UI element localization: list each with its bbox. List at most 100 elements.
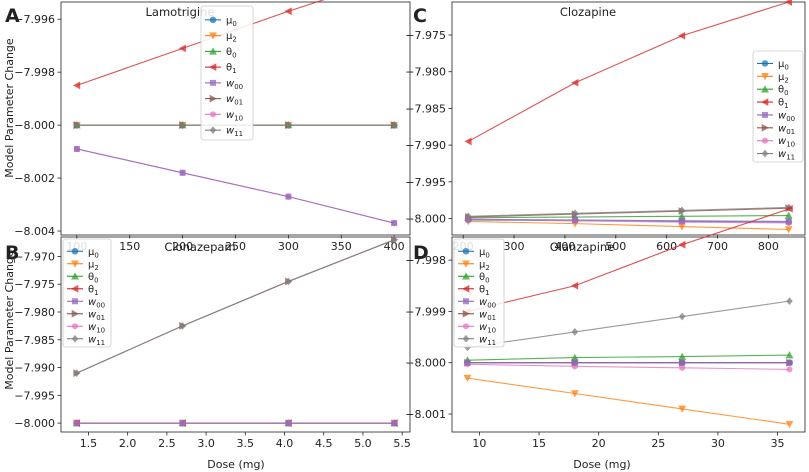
legend-entry-label: w10 [226,110,243,123]
data-point [572,216,579,223]
x-tick-label: 400 [554,240,575,253]
x-tick-label: 700 [707,240,728,253]
y-tick-label: −7.985 [405,102,446,115]
data-point [391,420,398,427]
data-point [570,281,579,290]
y-tick-label: −7.996 [14,13,55,26]
x-tick-label: 350 [331,240,352,253]
legend-entry-label: θ1 [88,284,99,297]
legend-marker [761,149,769,158]
legend-marker [209,94,217,103]
x-tick-label: 600 [656,240,677,253]
data-point [179,420,186,427]
x-tick-label: 35 [771,437,785,450]
legend-marker [462,334,470,343]
legend-marker [761,85,769,93]
y-tick-label: −8.000 [405,357,446,370]
legend-marker [210,79,216,86]
y-tick-label: −7.970 [14,250,55,263]
legend-marker [209,16,217,24]
x-tick-label: 25 [651,437,665,450]
series-θ1 [464,0,793,146]
data-point [678,405,687,413]
series-line [468,220,789,231]
legend-marker [462,247,470,255]
x-tick-label: 5.5 [393,437,411,450]
legend-entry-label: θ0 [88,272,99,285]
data-point [571,359,578,366]
x-tick-label: 200 [172,240,193,253]
series-line [468,207,789,218]
series-w11 [73,235,398,378]
x-tick-label: 150 [119,240,140,253]
data-point [785,204,793,213]
data-point [571,328,579,336]
x-axis-label-right: Dose (mg) [573,458,630,471]
series-w00 [464,359,793,366]
x-axis-label-left: Dose (mg) [207,458,264,471]
y-tick-label: −7.980 [405,66,446,79]
legend-marker [762,111,768,118]
panel-b: −8.000 −7.995 −7.990 −7.985 −7.980 −7.975 −7.9… [5,235,411,450]
data-point [678,240,686,249]
legend-entry-label: θ1 [479,284,490,297]
legend-entry-label: μ2 [778,72,789,85]
legend-entry-label: w10 [479,322,496,335]
legend-marker [761,98,769,106]
series-μ2 [463,374,794,429]
plot-frame [451,1,806,236]
series-line [76,239,395,374]
legend-entry-label: w11 [479,334,496,347]
panel-title: Clonazepam [164,240,235,254]
legend-entry-label: μ2 [226,31,237,44]
y-axis-label-bottom: Model Parameter Change [3,250,16,390]
series-line [468,218,789,222]
panel-letter: A [5,5,20,27]
series-w10 [464,360,793,373]
data-point [391,220,398,227]
data-point [179,321,186,330]
panel-letter: B [5,242,19,264]
data-point [784,211,793,219]
series-θ0 [463,351,794,364]
data-point [571,209,579,218]
x-tick-label: 250 [225,240,246,253]
legend-marker [71,247,79,255]
series-line [468,206,789,217]
data-point [73,420,80,427]
data-point [785,218,792,225]
data-point [285,420,292,427]
y-tick-label: −8.000 [14,417,55,430]
x-tick-label: 4.5 [315,437,333,450]
y-tick-label: −7.990 [405,139,446,152]
legend-marker [761,60,769,67]
series-w11 [464,297,793,352]
legend-marker [761,123,769,132]
data-point [678,223,686,231]
x-tick-label: 800 [758,240,779,253]
legend-entry-label: w00 [88,297,105,310]
legend-marker [463,298,469,305]
x-tick-label: 20 [592,437,606,450]
legend-entry-label: w00 [226,78,243,91]
legend-entry-label: w01 [778,123,795,136]
data-point [463,374,472,383]
y-tick-label: −7.995 [14,389,55,402]
y-tick-label: −8.004 [14,225,55,238]
legend-entry-label: w10 [88,322,105,335]
series-line [468,1,789,142]
series-line [467,377,790,425]
y-tick-label: −7.980 [14,306,55,319]
series-w11 [464,203,793,221]
data-point [678,206,686,215]
series-line [467,300,790,348]
legend-box [200,5,254,141]
x-tick-label: 3.0 [197,437,215,450]
legend-entry-label: μ0 [778,59,789,72]
y-axis-label-top: Model Parameter Change [3,38,16,178]
data-point [786,359,793,366]
legend-entry-label: θ1 [226,63,237,76]
panels: −8.004−8.002−8.000−7.998−7.9961001502002… [5,0,806,450]
y-tick-label: −7.999 [405,305,446,318]
